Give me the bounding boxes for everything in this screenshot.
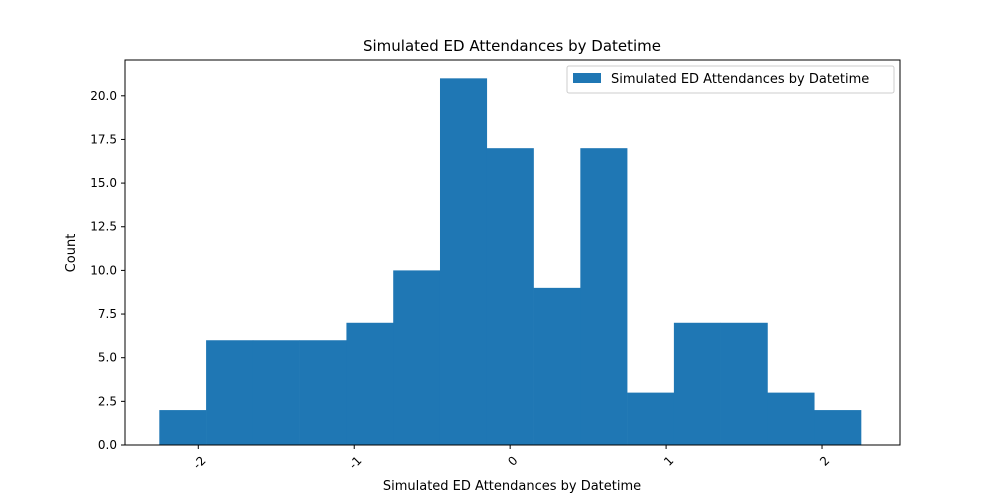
y-tick-label: 5.0 <box>98 351 117 365</box>
x-axis-label: Simulated ED Attendances by Datetime <box>383 479 641 494</box>
histogram-bar <box>814 410 862 445</box>
histogram-bar <box>767 392 815 445</box>
chart-title: Simulated ED Attendances by Datetime <box>363 37 661 55</box>
x-tick-label: 2 <box>817 453 832 468</box>
x-tick-label: -2 <box>190 453 208 471</box>
histogram-bar <box>206 340 254 445</box>
histogram-bar <box>673 322 721 445</box>
histogram-bar <box>252 340 300 445</box>
y-tick-label: 10.0 <box>90 263 117 277</box>
legend-box <box>566 65 895 94</box>
legend-label: Simulated ED Attendances by Datetime <box>611 72 869 87</box>
legend-swatch <box>573 73 601 83</box>
x-tick-label: 0 <box>505 453 520 468</box>
histogram-bar <box>439 78 488 445</box>
histogram-bar <box>580 148 628 445</box>
y-tick-label: 15.0 <box>90 176 117 190</box>
x-axis-ticks: -2 -1 0 1 2 <box>190 445 832 472</box>
histogram-bar <box>486 148 534 445</box>
x-tick-label: -1 <box>346 453 364 471</box>
histogram-bar <box>720 322 768 445</box>
histogram-bar <box>533 287 581 445</box>
y-tick-label: 7.5 <box>98 307 117 321</box>
y-tick-label: 2.5 <box>98 394 117 408</box>
bars-group <box>159 78 862 445</box>
histogram-bar <box>393 270 441 445</box>
y-axis-label: Count <box>64 234 79 273</box>
histogram-bar <box>346 322 394 445</box>
y-tick-label: 0.0 <box>98 438 117 452</box>
y-tick-label: 20.0 <box>90 89 117 103</box>
y-axis-ticks: 0.0 2.5 5.0 7.5 10.0 12.5 15.0 17.5 20.0 <box>90 89 125 452</box>
y-tick-label: 17.5 <box>90 132 117 146</box>
legend: Simulated ED Attendances by Datetime <box>566 65 895 94</box>
plot-frame <box>124 59 901 446</box>
histogram-bar <box>299 340 347 445</box>
y-tick-label: 12.5 <box>90 220 117 234</box>
x-tick-label: 1 <box>661 453 676 468</box>
histogram-bar <box>159 410 207 445</box>
histogram-bar <box>627 392 675 445</box>
